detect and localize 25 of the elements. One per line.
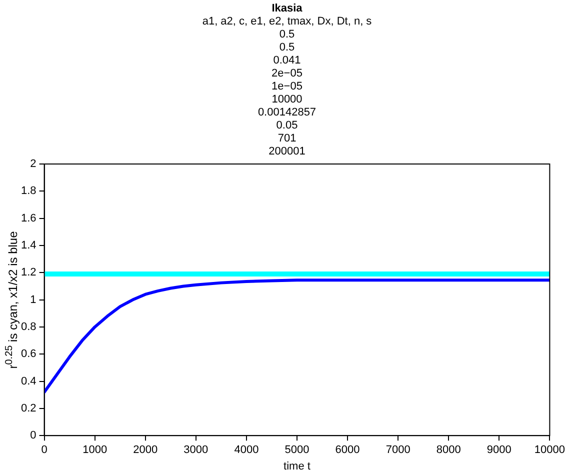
x-tick-label: 4000 (234, 444, 259, 456)
x-tick-label: 8000 (436, 444, 461, 456)
y-tick-label: 2 (30, 158, 36, 170)
x-tick-label: 10000 (534, 444, 566, 456)
x-tick-label: 7000 (386, 444, 410, 456)
y-tick-label: 0 (30, 430, 36, 442)
x-tick-label: 5000 (284, 444, 310, 456)
x-tick-label: 1000 (82, 444, 108, 456)
x-tick-label: 9000 (486, 444, 512, 456)
y-tick-label: 1.2 (20, 266, 36, 279)
x-tick-label: 0 (41, 444, 48, 456)
y-tick-label: 1.4 (20, 239, 36, 252)
y-tick-label: 0.2 (20, 402, 36, 414)
text: a1, a2, c, e1, e2, tmax, Dx, Dt, n, s 0.5 0.5 0.041 2e−05 1e−05 10000 0.00142857 0.05 701 200001 (202, 16, 372, 158)
x-tick-label: 2000 (133, 444, 158, 456)
chart-title: Ikasia (272, 2, 304, 15)
y-tick-label: 0.4 (20, 375, 36, 388)
y-tick-label: 1.6 (20, 212, 36, 224)
x-tick-label: 6000 (335, 444, 360, 456)
x-tick-label: 3000 (184, 444, 208, 456)
x-axis-title: time t (284, 460, 310, 472)
y-tick-label: 0.8 (20, 320, 36, 333)
y-tick-label: 1.8 (20, 185, 36, 198)
y-tick-label: 1 (30, 294, 36, 306)
y-tick-label: 0.6 (20, 348, 36, 360)
